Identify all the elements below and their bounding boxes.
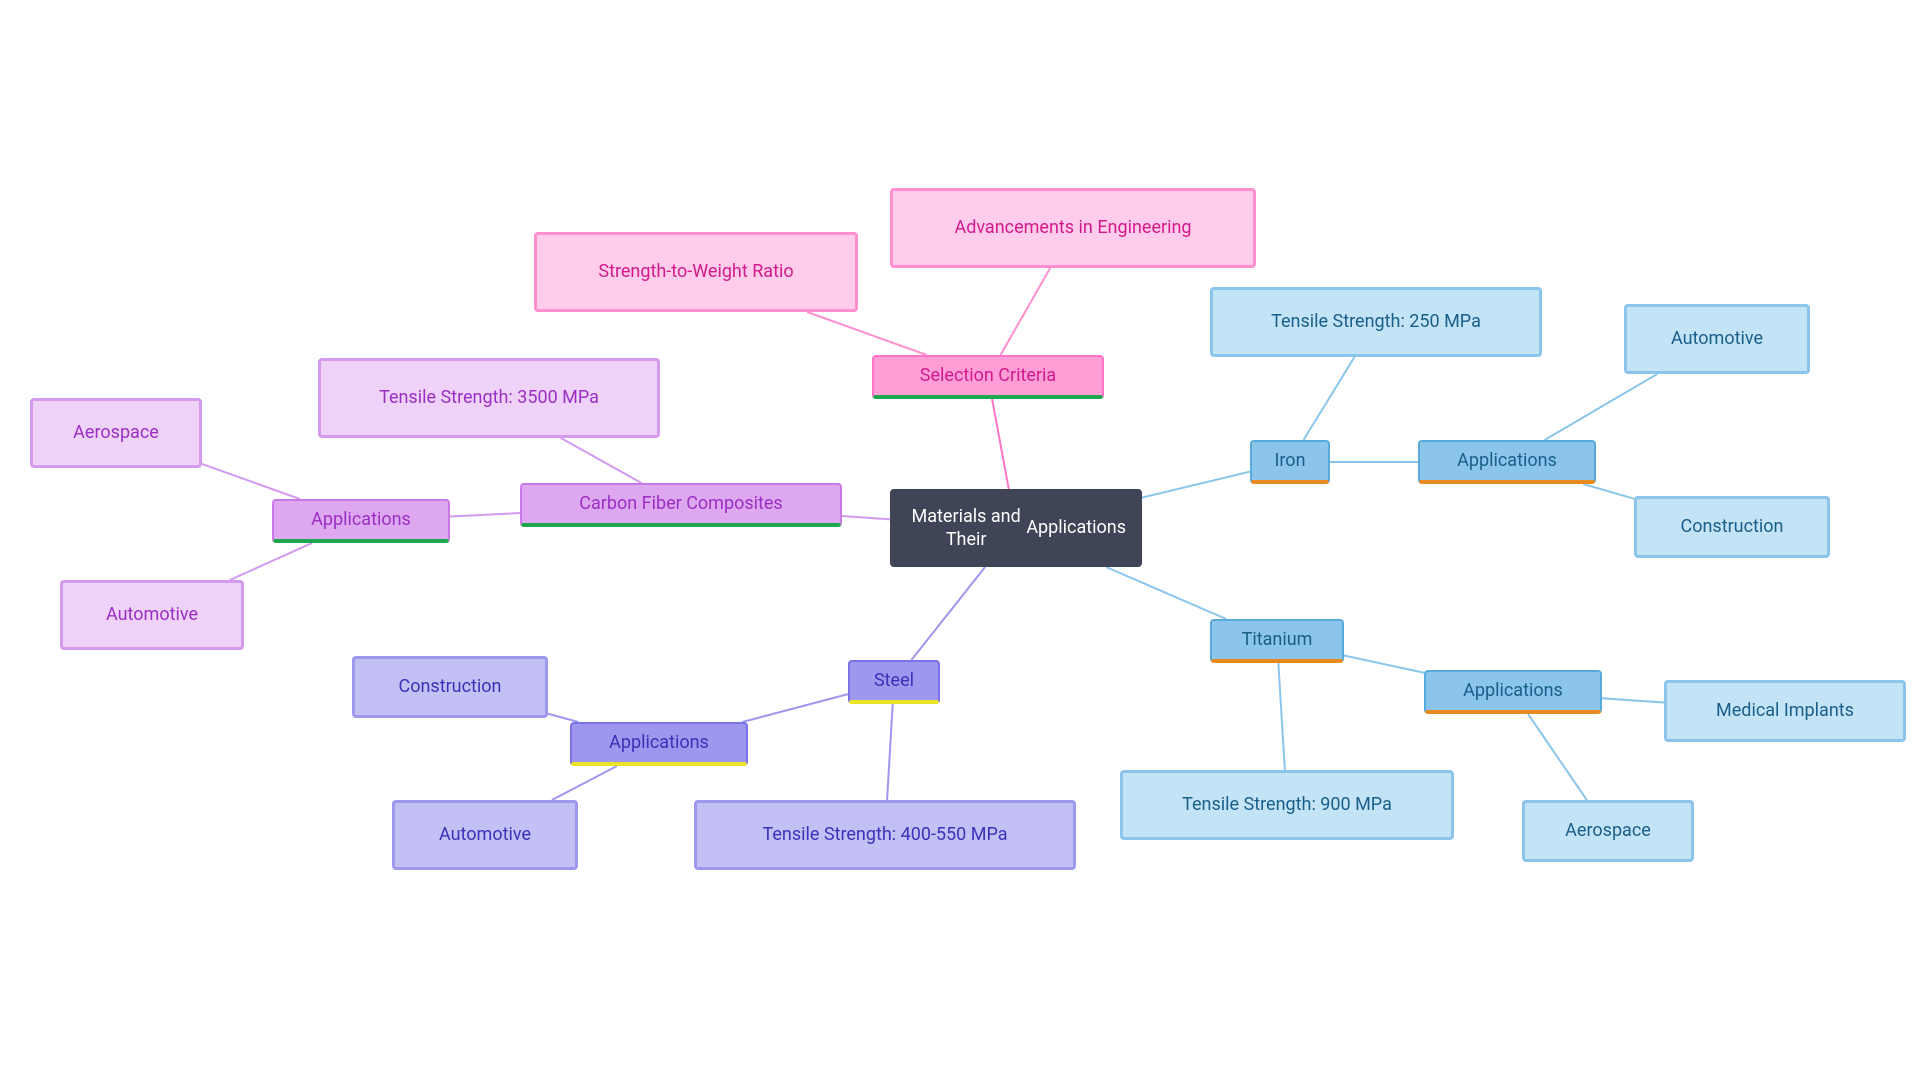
node-iron: Iron	[1250, 440, 1330, 484]
node-adv: Advancements in Engineering	[890, 188, 1256, 268]
node-steel-auto: Automotive	[392, 800, 578, 870]
diagram-canvas: Materials and TheirApplications Selection…	[0, 0, 1920, 1080]
node-iron-apps: Applications	[1418, 440, 1596, 484]
edge-iron-apps-iron-auto	[1545, 374, 1658, 440]
node-cfc-ts: Tensile Strength: 3500 MPa	[318, 358, 660, 438]
edge-iron-iron-ts	[1304, 357, 1355, 440]
node-swr: Strength-to-Weight Ratio	[534, 232, 858, 312]
node-steel-con: Construction	[352, 656, 548, 718]
edge-center-iron	[1142, 472, 1250, 498]
node-ti-ts: Tensile Strength: 900 MPa	[1120, 770, 1454, 840]
edge-ti-ti-ts	[1278, 663, 1285, 770]
edge-cfc-cfc-apps	[450, 513, 520, 517]
node-ti: Titanium	[1210, 619, 1344, 663]
edge-cfc-apps-cfc-aero	[202, 464, 300, 499]
node-center: Materials and TheirApplications	[890, 489, 1142, 567]
edge-ti-ti-apps	[1344, 655, 1424, 672]
node-iron-con: Construction	[1634, 496, 1830, 558]
edge-center-cfc	[842, 516, 890, 519]
edge-ti-apps-ti-aero	[1528, 714, 1587, 800]
edge-steel-apps-steel-con	[548, 714, 578, 722]
node-cfc-apps: Applications	[272, 499, 450, 543]
edge-center-selection	[992, 399, 1009, 489]
edge-center-steel	[911, 567, 985, 660]
node-steel-ts: Tensile Strength: 400-550 MPa	[694, 800, 1076, 870]
edge-cfc-apps-cfc-auto	[230, 543, 312, 580]
edge-center-ti	[1106, 567, 1226, 619]
node-steel-apps: Applications	[570, 722, 748, 766]
node-cfc-aero: Aerospace	[30, 398, 202, 468]
edge-steel-apps-steel-auto	[552, 766, 617, 800]
node-iron-auto: Automotive	[1624, 304, 1810, 374]
edge-iron-apps-iron-con	[1583, 484, 1634, 499]
node-ti-med: Medical Implants	[1664, 680, 1906, 742]
edge-cfc-cfc-ts	[561, 438, 642, 483]
edge-ti-apps-ti-med	[1602, 698, 1664, 702]
node-selection: Selection Criteria	[872, 355, 1104, 399]
edge-steel-steel-ts	[887, 704, 893, 800]
node-cfc-auto: Automotive	[60, 580, 244, 650]
node-cfc: Carbon Fiber Composites	[520, 483, 842, 527]
node-iron-ts: Tensile Strength: 250 MPa	[1210, 287, 1542, 357]
edge-selection-adv	[1001, 268, 1051, 355]
node-ti-apps: Applications	[1424, 670, 1602, 714]
edge-steel-steel-apps	[742, 694, 848, 722]
edge-selection-swr	[807, 312, 927, 355]
node-steel: Steel	[848, 660, 940, 704]
node-ti-aero: Aerospace	[1522, 800, 1694, 862]
